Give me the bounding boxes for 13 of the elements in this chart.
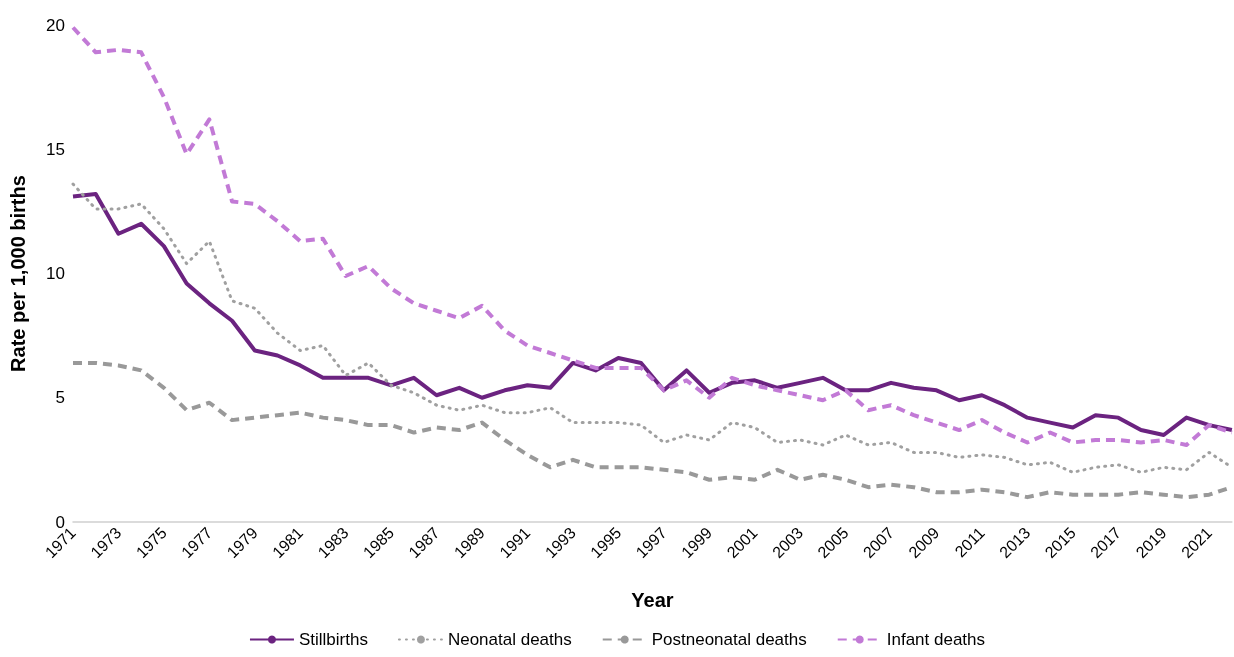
y-tick-label: 5 — [55, 388, 65, 408]
y-axis-title: Rate per 1,000 births — [7, 175, 29, 372]
y-tick-label: 0 — [55, 512, 65, 532]
y-tick-label: 20 — [46, 15, 65, 35]
line-series — [71, 191, 1234, 438]
legend-label: Neonatal deaths — [447, 630, 572, 649]
legend-label: Stillbirths — [298, 630, 368, 649]
x-axis-title: Year — [631, 589, 674, 611]
line-series — [71, 25, 1234, 447]
y-tick-label: 10 — [46, 264, 65, 283]
legend-label: Postneonatal deaths — [651, 630, 807, 649]
legend-label: Infant deaths — [886, 630, 986, 649]
y-tick-label: 15 — [46, 139, 65, 159]
